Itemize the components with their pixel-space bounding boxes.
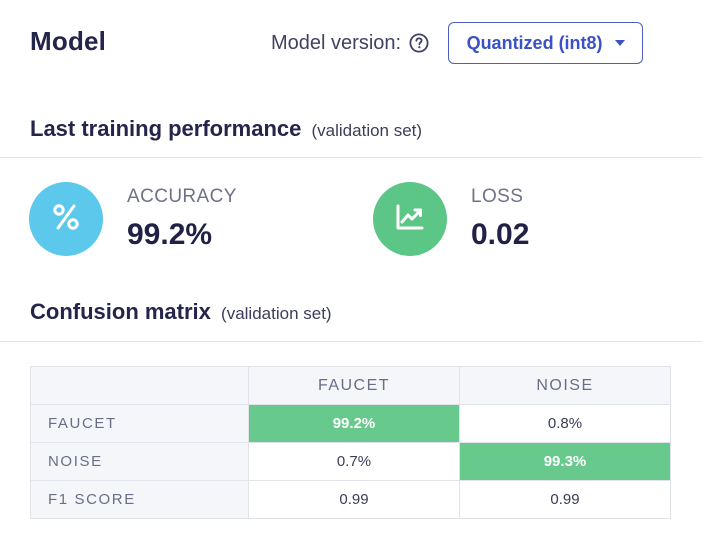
- row-header-f1-score: F1 SCORE: [30, 480, 249, 519]
- confusion-title: Confusion matrix: [30, 299, 211, 324]
- loss-label: LOSS: [471, 186, 524, 207]
- help-icon[interactable]: [409, 33, 429, 53]
- table-cell: 99.3%: [459, 442, 671, 481]
- trending-chart-icon: [394, 201, 426, 238]
- loss-badge: [373, 182, 447, 256]
- table-cell: 99.2%: [248, 404, 460, 443]
- table-cell: 0.8%: [459, 404, 671, 443]
- table-cell: 0.99: [459, 480, 671, 519]
- divider: [0, 341, 702, 342]
- row-header-noise: NOISE: [30, 442, 249, 481]
- accuracy-badge: [29, 182, 103, 256]
- performance-subtitle: (validation set): [311, 121, 423, 140]
- performance-section-title: Last training performance (validation se…: [30, 116, 422, 142]
- table-row: F1 SCORE 0.99 0.99: [30, 480, 671, 519]
- page-title: Model: [30, 26, 107, 56]
- performance-title: Last training performance: [30, 116, 302, 141]
- model-version-control: Model version: Quantized (int8): [271, 22, 644, 64]
- chevron-down-icon: [614, 40, 625, 46]
- table-row: NOISE 0.7% 99.3%: [30, 442, 671, 481]
- table-corner-cell: [30, 366, 249, 405]
- table-cell: 0.99: [248, 480, 460, 519]
- table-row: FAUCET 99.2% 0.8%: [30, 404, 671, 443]
- accuracy-value: 99.2%: [127, 218, 213, 251]
- model-version-label: Model version:: [271, 31, 402, 54]
- accuracy-label: ACCURACY: [127, 186, 237, 207]
- confusion-subtitle: (validation set): [221, 304, 332, 323]
- model-version-dropdown[interactable]: Quantized (int8): [448, 22, 644, 64]
- table-cell: 0.7%: [248, 442, 460, 481]
- confusion-matrix-table: FAUCET NOISE FAUCET 99.2% 0.8% NOISE 0.7…: [30, 366, 671, 519]
- column-header-faucet: FAUCET: [248, 366, 460, 405]
- confusion-section-title: Confusion matrix (validation set): [30, 299, 332, 325]
- percent-icon: [50, 201, 82, 238]
- loss-value: 0.02: [471, 218, 530, 251]
- row-header-faucet: FAUCET: [30, 404, 249, 443]
- divider: [0, 157, 702, 158]
- table-header-row: FAUCET NOISE: [30, 366, 671, 405]
- column-header-noise: NOISE: [459, 366, 671, 405]
- model-version-selected: Quantized (int8): [466, 32, 603, 53]
